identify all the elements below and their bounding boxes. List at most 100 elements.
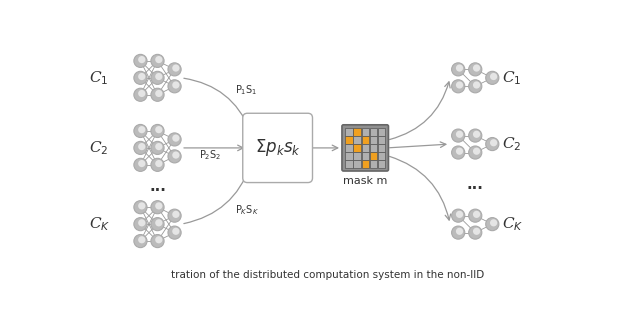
Circle shape	[168, 150, 181, 163]
Circle shape	[452, 63, 465, 76]
Circle shape	[172, 135, 179, 142]
Circle shape	[172, 81, 179, 89]
Circle shape	[134, 124, 147, 138]
Circle shape	[486, 218, 499, 231]
Bar	[370, 128, 377, 135]
Text: C$_K$: C$_K$	[502, 215, 523, 233]
Circle shape	[138, 126, 145, 133]
Bar	[353, 128, 361, 135]
Circle shape	[456, 228, 463, 235]
Bar	[378, 128, 385, 135]
Circle shape	[155, 236, 163, 243]
Bar	[362, 144, 369, 152]
Circle shape	[490, 219, 497, 226]
Bar	[346, 144, 353, 152]
Bar	[370, 136, 377, 144]
Circle shape	[155, 73, 163, 80]
Circle shape	[172, 228, 179, 235]
Circle shape	[452, 146, 465, 159]
Circle shape	[151, 141, 164, 154]
Circle shape	[172, 65, 179, 72]
Circle shape	[468, 226, 482, 239]
Circle shape	[151, 88, 164, 101]
Circle shape	[138, 73, 145, 80]
Text: P$_K$S$_K$: P$_K$S$_K$	[235, 203, 259, 217]
Bar	[370, 144, 377, 152]
Circle shape	[138, 219, 145, 226]
Circle shape	[452, 209, 465, 222]
Circle shape	[138, 56, 145, 63]
Text: C$_1$: C$_1$	[502, 69, 521, 87]
Bar	[378, 152, 385, 159]
Circle shape	[456, 65, 463, 72]
Bar	[362, 136, 369, 144]
Circle shape	[168, 133, 181, 146]
Circle shape	[456, 81, 463, 89]
Circle shape	[138, 202, 145, 209]
Bar	[346, 152, 353, 159]
Bar	[370, 160, 377, 168]
Circle shape	[138, 160, 145, 167]
Circle shape	[134, 54, 147, 67]
Circle shape	[468, 129, 482, 142]
Circle shape	[172, 152, 179, 159]
Circle shape	[155, 126, 163, 133]
Bar	[353, 136, 361, 144]
Circle shape	[134, 88, 147, 101]
Circle shape	[151, 158, 164, 171]
Circle shape	[134, 141, 147, 154]
Circle shape	[452, 80, 465, 93]
Circle shape	[138, 90, 145, 97]
Bar	[362, 152, 369, 159]
Circle shape	[468, 209, 482, 222]
Circle shape	[134, 235, 147, 248]
FancyBboxPatch shape	[342, 125, 388, 171]
Circle shape	[134, 201, 147, 214]
Circle shape	[486, 71, 499, 84]
Bar	[362, 160, 369, 168]
Circle shape	[468, 80, 482, 93]
Circle shape	[473, 131, 480, 138]
Circle shape	[155, 160, 163, 167]
Bar	[346, 136, 353, 144]
Circle shape	[168, 80, 181, 93]
Circle shape	[452, 226, 465, 239]
Circle shape	[151, 71, 164, 84]
Circle shape	[151, 235, 164, 248]
Circle shape	[473, 211, 480, 218]
Text: P$_2$S$_2$: P$_2$S$_2$	[199, 148, 221, 162]
Circle shape	[155, 143, 163, 150]
Circle shape	[168, 63, 181, 76]
Circle shape	[473, 228, 480, 235]
Circle shape	[468, 146, 482, 159]
Circle shape	[138, 143, 145, 150]
Circle shape	[452, 129, 465, 142]
Circle shape	[134, 158, 147, 171]
Circle shape	[134, 71, 147, 84]
Circle shape	[456, 131, 463, 138]
Circle shape	[151, 54, 164, 67]
Text: $\Sigma p_k s_k$: $\Sigma p_k s_k$	[255, 137, 301, 158]
Circle shape	[468, 63, 482, 76]
Circle shape	[168, 226, 181, 239]
Text: tration of the distributed computation system in the non-IID: tration of the distributed computation s…	[172, 270, 484, 280]
Circle shape	[155, 56, 163, 63]
Circle shape	[473, 148, 480, 155]
Circle shape	[151, 218, 164, 231]
Bar	[353, 160, 361, 168]
Text: mask m: mask m	[343, 176, 387, 186]
Bar	[378, 144, 385, 152]
Text: C$_2$: C$_2$	[90, 139, 109, 157]
Circle shape	[473, 81, 480, 89]
Circle shape	[151, 201, 164, 214]
FancyBboxPatch shape	[243, 113, 312, 183]
Circle shape	[151, 124, 164, 138]
Text: C$_2$: C$_2$	[502, 135, 521, 153]
Bar	[378, 136, 385, 144]
Circle shape	[456, 211, 463, 218]
Bar	[353, 152, 361, 159]
Circle shape	[155, 202, 163, 209]
Circle shape	[138, 236, 145, 243]
Circle shape	[486, 138, 499, 151]
Bar	[346, 160, 353, 168]
